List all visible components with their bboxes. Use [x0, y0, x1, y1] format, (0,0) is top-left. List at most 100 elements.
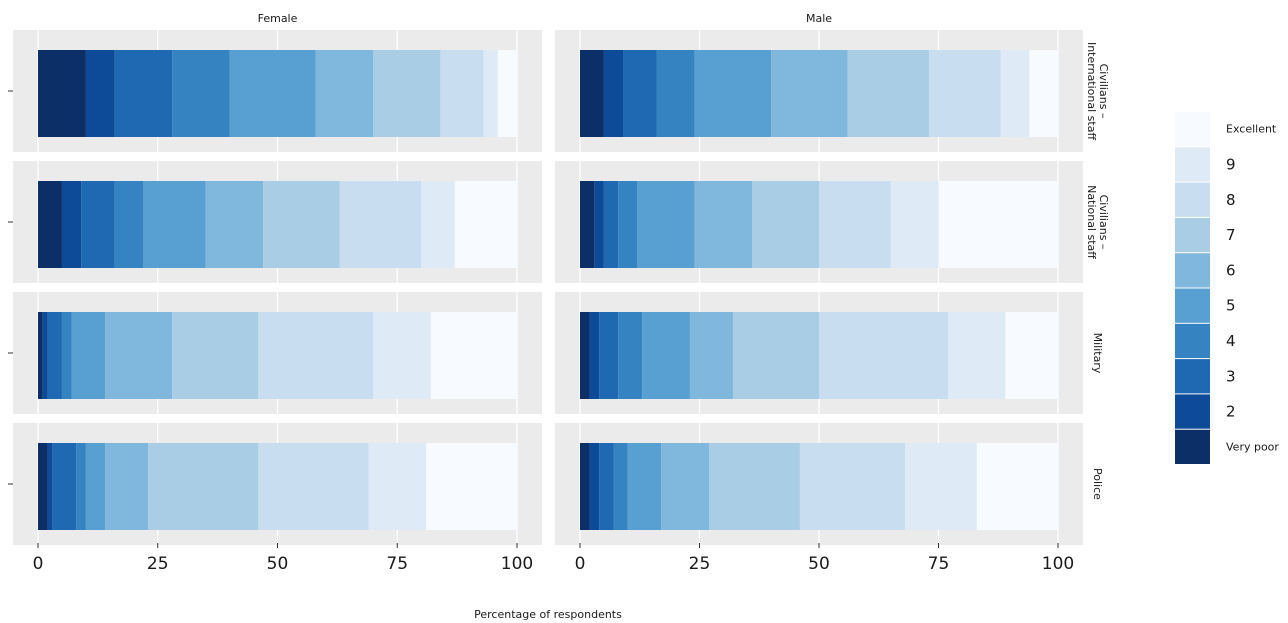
bar-segment [430, 312, 517, 399]
x-tick-label: 75 [386, 554, 408, 574]
x-tick-label: 0 [33, 554, 44, 574]
bar-segment [976, 443, 1058, 530]
legend-label: 8 [1226, 191, 1236, 209]
bar-segment [38, 181, 62, 268]
legend-key [1175, 323, 1210, 359]
row-strip-line: Police [1091, 468, 1104, 500]
bar-segment [656, 50, 695, 137]
bar-segment [580, 443, 590, 530]
bar-segment [1005, 312, 1058, 399]
bar-segment [752, 181, 819, 268]
bar-segment [38, 312, 43, 399]
legend-label: 9 [1226, 155, 1236, 173]
bar-segment [47, 312, 62, 399]
bar-segment [143, 181, 206, 268]
bar-segment [589, 312, 600, 399]
bar-segment [315, 50, 374, 137]
legend-key [1175, 182, 1210, 217]
legend-label: 3 [1226, 367, 1236, 385]
bar-segment [819, 312, 949, 399]
x-tick-label: 50 [808, 554, 830, 574]
legend-key [1175, 253, 1210, 288]
x-tick-label: 100 [501, 554, 533, 574]
bar-segment [85, 50, 115, 137]
row-strip-line: Civilians – [1097, 64, 1110, 119]
panel-title: Male [806, 12, 832, 25]
bar-segment [661, 443, 710, 530]
bar-segment [229, 50, 316, 137]
bar-segment [890, 181, 939, 268]
bar-segment [114, 50, 173, 137]
bar-segment [594, 181, 604, 268]
bar-segment [71, 312, 106, 399]
bar-segment [948, 312, 1006, 399]
bar-segment [618, 181, 638, 268]
x-tick-label: 75 [928, 554, 950, 574]
legend-key [1175, 112, 1210, 147]
bar-segment [421, 181, 455, 268]
bar-segment [799, 443, 906, 530]
bar-segment [61, 312, 72, 399]
bar-segment [61, 181, 82, 268]
legend-key [1175, 217, 1210, 253]
bar-segment [589, 443, 600, 530]
bar-segment [694, 50, 772, 137]
bar-segment [52, 443, 77, 530]
row-strip-label: Military [1091, 333, 1104, 374]
bar-segment [440, 50, 484, 137]
bar-segment [1000, 50, 1030, 137]
row-strip-line: National staff [1085, 185, 1098, 259]
bar-segment [38, 50, 86, 137]
bar-segment [172, 312, 259, 399]
row-strip-label: Police [1091, 468, 1104, 500]
legend-key [1175, 359, 1210, 394]
bar-segment [580, 181, 595, 268]
bar-segment [637, 181, 695, 268]
bar-segment [694, 181, 753, 268]
bar-segment [172, 50, 230, 137]
bar-segment [938, 181, 1058, 268]
x-tick-label: 50 [267, 554, 289, 574]
bar-segment [709, 443, 800, 530]
bar-segment [114, 181, 144, 268]
bar-segment [47, 443, 53, 530]
legend-key [1175, 394, 1210, 429]
legend-key [1175, 147, 1210, 182]
bar-segment [580, 312, 590, 399]
legend-label: 7 [1226, 226, 1236, 244]
bar-segment [847, 50, 929, 137]
bar-segment [603, 50, 624, 137]
bar-segment [732, 312, 819, 399]
bar-segment [148, 443, 259, 530]
row-strip-line: Military [1091, 333, 1104, 374]
bar-segment [928, 50, 1001, 137]
bar-segment [373, 312, 431, 399]
bar-segment [642, 312, 690, 399]
bar-segment [599, 312, 619, 399]
bar-segment [258, 443, 369, 530]
bar-segment [258, 312, 374, 399]
bar-segment [76, 443, 86, 530]
legend-label: 6 [1226, 261, 1236, 279]
x-tick-label: 25 [689, 554, 711, 574]
legend-key [1175, 429, 1210, 464]
bar-segment [599, 443, 614, 530]
legend-label: 4 [1226, 332, 1236, 350]
bar-segment [603, 181, 619, 268]
bar-segment [38, 443, 48, 530]
bar-segment [689, 312, 733, 399]
x-tick-label: 100 [1042, 554, 1074, 574]
row-strip-line: Civilians – [1097, 195, 1110, 250]
bar-segment [425, 443, 517, 530]
bar-segment [613, 443, 628, 530]
bar-segment [263, 181, 340, 268]
bar-segment [497, 50, 517, 137]
bar-segment [819, 181, 891, 268]
bar-segment [205, 181, 264, 268]
legend-label: 2 [1226, 403, 1236, 421]
bar-segment [1029, 50, 1058, 137]
bar-segment [339, 181, 422, 268]
bar-segment [623, 50, 657, 137]
bar-segment [105, 312, 173, 399]
